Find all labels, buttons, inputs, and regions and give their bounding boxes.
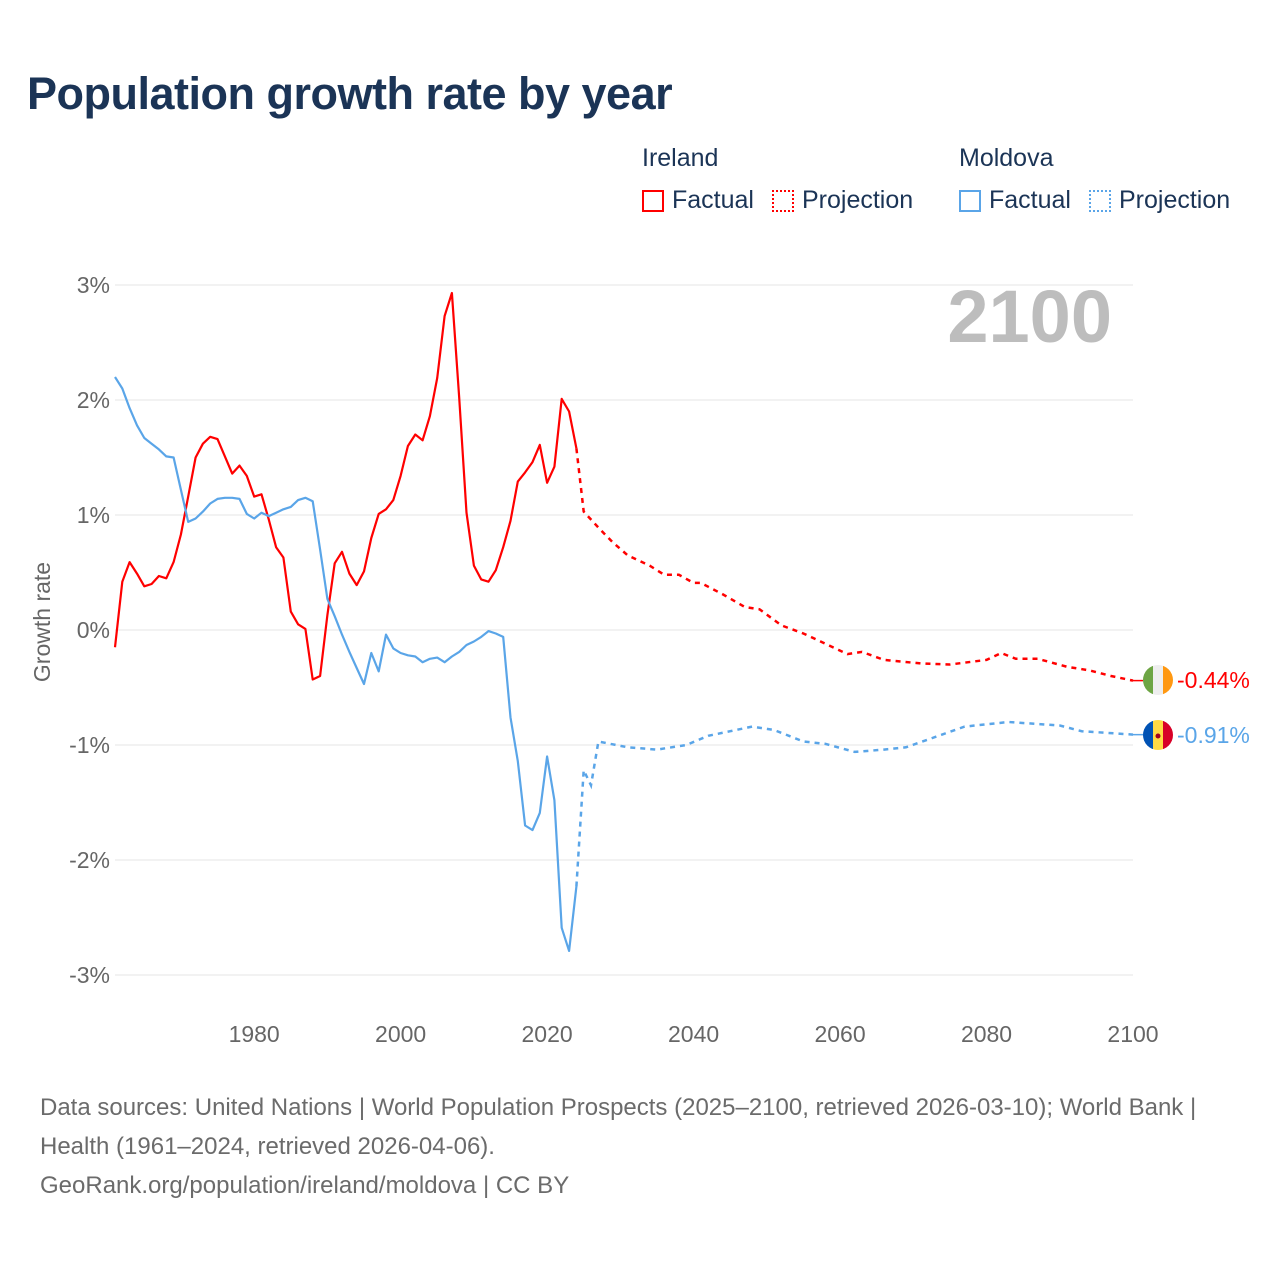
ireland-factual-line [113, 291, 578, 681]
x-tick-label: 2080 [961, 1021, 1012, 1047]
moldova-flag [1143, 720, 1173, 750]
page-title: Population growth rate by year [27, 68, 673, 119]
current-year-label: 2100 [947, 275, 1112, 358]
legend-group-moldova: Moldova [959, 144, 1054, 172]
dotted-swatch-icon [771, 189, 794, 212]
y-axis: 3% 2% 1% 0% -1% -2% -3% [69, 272, 110, 988]
gridlines [115, 284, 1133, 976]
solid-swatch-icon [642, 189, 664, 212]
legend-moldova: Factual Projection [959, 186, 1248, 215]
legend-ireland-factual[interactable]: Factual [642, 186, 754, 215]
x-tick-label: 2020 [522, 1021, 573, 1047]
dotted-swatch-icon [1088, 189, 1111, 212]
solid-swatch-icon [959, 189, 981, 212]
moldova-end-label: -0.91% [1177, 722, 1250, 748]
ireland-end-label: -0.44% [1177, 667, 1250, 693]
data-sources: Data sources: United Nations | World Pop… [40, 1094, 1197, 1160]
legend-ireland: Factual Projection [642, 186, 931, 215]
moldova-projection-line [575, 720, 1134, 887]
y-tick-label: 2% [77, 387, 110, 413]
legend-label: Projection [801, 186, 914, 214]
y-tick-label: -1% [69, 732, 110, 758]
legend-label: Projection [1118, 186, 1231, 214]
y-tick-label: -2% [69, 847, 110, 873]
legend-ireland-projection[interactable]: Projection [771, 186, 914, 215]
x-tick-label: 2040 [668, 1021, 719, 1047]
x-axis: 1980 2000 2020 2040 2060 2080 2100 [229, 1021, 1159, 1047]
x-tick-label: 2060 [814, 1021, 865, 1047]
legend-moldova-projection[interactable]: Projection [1088, 186, 1231, 215]
legend-label: Factual [989, 186, 1071, 214]
ireland-flag [1143, 665, 1173, 695]
series-lines [113, 291, 1143, 953]
legend-label: Factual [672, 186, 754, 214]
x-tick-label: 2100 [1107, 1021, 1158, 1047]
y-axis-label: Growth rate [29, 562, 55, 682]
moldova-factual-line [114, 376, 578, 953]
x-tick-label: 1980 [229, 1021, 280, 1047]
x-tick-label: 2000 [375, 1021, 426, 1047]
y-tick-label: 1% [77, 502, 110, 528]
ireland-projection-line [575, 448, 1134, 682]
y-tick-label: 0% [77, 617, 110, 643]
credit-link[interactable]: GeoRank.org/population/ireland/moldova |… [40, 1172, 570, 1199]
y-tick-label: -3% [69, 962, 110, 988]
footer: Data sources: United Nations | World Pop… [40, 1088, 1240, 1205]
y-tick-label: 3% [77, 272, 110, 298]
legend-moldova-factual[interactable]: Factual [959, 186, 1071, 215]
legend-group-ireland: Ireland [642, 144, 719, 172]
